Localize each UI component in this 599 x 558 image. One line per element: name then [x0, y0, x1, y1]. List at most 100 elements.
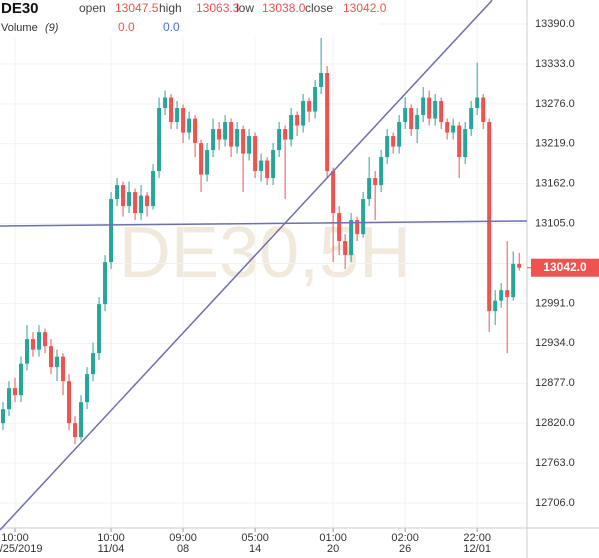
candle-body [109, 199, 114, 263]
y-tick-label: 12820.0 [535, 417, 575, 429]
candle-body [283, 129, 288, 140]
candle-body [157, 108, 162, 172]
candle-body [211, 129, 216, 151]
header-field-label: high [159, 1, 182, 15]
candle-body [205, 150, 210, 175]
candle-body [475, 97, 480, 109]
candle-body [493, 300, 498, 312]
candle-body [217, 129, 222, 140]
y-tick-label: 12934.0 [535, 337, 575, 349]
x-tick-date: 20 [327, 543, 339, 555]
volume-period: (9) [45, 22, 59, 34]
candle-body [7, 388, 12, 410]
candle-body [163, 97, 168, 109]
candle-body [259, 160, 264, 172]
candle-body [445, 122, 450, 133]
candle-body [121, 185, 126, 207]
x-tick-date: 12/01 [463, 543, 491, 555]
x-tick-date: 08 [177, 543, 189, 555]
candle-body [457, 125, 462, 158]
y-tick-label: 13333.0 [535, 58, 575, 70]
header-field-value: 13063.3 [196, 1, 240, 15]
header-field-label: close [305, 1, 333, 15]
candle-body [199, 143, 204, 175]
y-tick-label: 13105.0 [535, 218, 575, 230]
volume-value: 0.0 [118, 20, 135, 34]
candle-body [355, 220, 360, 235]
x-tick-date: 14 [249, 543, 261, 555]
price-tag-box [531, 258, 599, 277]
y-tick-label: 13162.0 [535, 178, 575, 190]
candle-body [511, 263, 516, 298]
candle-body [307, 101, 312, 112]
header-field-label: low [236, 1, 254, 15]
candle-body [277, 129, 282, 151]
x-tick-time: 02:00 [391, 532, 419, 544]
header-field-value: 13047.5 [115, 1, 159, 15]
candle-body [325, 73, 330, 172]
candle-body [361, 199, 366, 235]
candle-body [247, 136, 252, 154]
candle-body [223, 122, 228, 140]
candle-body [433, 101, 438, 119]
candle-body [229, 122, 234, 147]
x-tick-time: 10:00 [1, 532, 29, 544]
candle-body [241, 129, 246, 154]
candle-body [427, 97, 432, 119]
candle-body [127, 192, 132, 207]
candle-body [139, 195, 144, 214]
candle-body [499, 290, 504, 301]
candle-body [469, 108, 474, 130]
candle-body [37, 332, 42, 350]
candle-body [235, 129, 240, 147]
candle-body [193, 118, 198, 144]
candle-body [373, 178, 378, 186]
candle-body [73, 423, 78, 438]
candle-body [349, 220, 354, 256]
y-tick-label: 12763.0 [535, 457, 575, 469]
candle-body [421, 97, 426, 116]
candle-body [61, 356, 66, 382]
candle-body [13, 388, 18, 396]
candle-body [151, 171, 156, 207]
candle-body [91, 353, 96, 375]
candle-body [187, 118, 192, 133]
candle-body [451, 125, 456, 133]
candle-body [385, 136, 390, 158]
trend-line [0, 220, 528, 227]
candle-body [409, 108, 414, 130]
candle-body [97, 304, 102, 354]
trend-line [0, 0, 493, 531]
candle-body [379, 157, 384, 186]
candle-body [319, 73, 324, 88]
y-tick-label: 13219.0 [535, 138, 575, 150]
candle-body [505, 290, 510, 298]
candle-body [265, 160, 270, 179]
volume-value: 0.0 [163, 20, 180, 34]
candle-body [337, 213, 342, 242]
price-tag: 13042.0 [543, 260, 587, 274]
candle-body [253, 136, 258, 172]
candle-body [133, 192, 138, 214]
candle-body [43, 332, 48, 347]
candle-body [301, 101, 306, 126]
x-tick-time: 09:00 [169, 532, 197, 544]
y-tick-label: 13390.0 [535, 18, 575, 30]
candle-body [103, 262, 108, 305]
candle-body [175, 108, 180, 123]
x-tick-date: 11/04 [98, 543, 125, 555]
candle-body [517, 263, 522, 268]
x-tick-time: 01:00 [319, 532, 347, 544]
candle-body [79, 402, 84, 438]
x-tick-time: 22:00 [463, 532, 491, 544]
x-tick-time: 05:00 [241, 532, 269, 544]
candle-body [397, 122, 402, 147]
x-tick-date: 26 [399, 543, 411, 555]
candle-body [403, 108, 408, 123]
candle-body [19, 363, 24, 396]
candle-body [343, 241, 348, 256]
candle-body [295, 115, 300, 126]
candle-body [367, 178, 372, 200]
x-tick-date: 10/25/2019 [0, 543, 43, 555]
